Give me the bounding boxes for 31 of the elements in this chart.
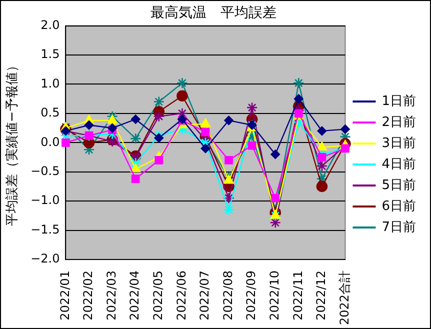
x-tick-label: 2022/02 (81, 270, 96, 320)
y-axis-title: 平均誤差（実績値−予報値） (4, 59, 20, 226)
legend-label: 3日前 (382, 136, 416, 151)
x-tick-label: 2022/10 (267, 270, 282, 320)
x-tick-label: 2022/01 (58, 270, 72, 320)
x-tick-label: 2022/09 (244, 270, 258, 320)
x-tick-label: 2022/05 (151, 270, 166, 320)
x-tick-label: 2022/06 (174, 270, 188, 320)
y-tick-label: 1.5 (40, 47, 60, 62)
legend-label: 6日前 (382, 198, 416, 214)
x-tick-label: 2022/04 (128, 270, 142, 320)
legend-label: 2日前 (382, 114, 416, 130)
y-tick-label: 0.5 (40, 106, 60, 120)
y-tick-label: −2.0 (30, 252, 60, 266)
y-tick-label: 2.0 (40, 18, 60, 32)
x-tick-label: 2022/08 (220, 270, 235, 320)
legend-label: 5日前 (382, 178, 416, 193)
x-tick-label: 2022/12 (314, 270, 328, 320)
legend-label: 4日前 (382, 156, 416, 172)
chart-title: 最高気温 平均誤差 (150, 5, 276, 22)
legend-label: 7日前 (382, 220, 416, 235)
x-tick-label: 2022/07 (198, 270, 212, 320)
legend-label: 1日前 (382, 94, 416, 109)
y-tick-label: 1.0 (40, 76, 60, 90)
y-tick-label: −1.5 (30, 222, 60, 236)
x-tick-label: 2022合計 (337, 270, 352, 326)
y-tick-label: −1.0 (30, 193, 60, 208)
x-tick-label: 2022/11 (290, 270, 305, 320)
x-tick-label: 2022/03 (104, 270, 118, 320)
y-tick-label: −0.5 (30, 164, 60, 178)
y-tick-label: 0.0 (40, 134, 60, 149)
